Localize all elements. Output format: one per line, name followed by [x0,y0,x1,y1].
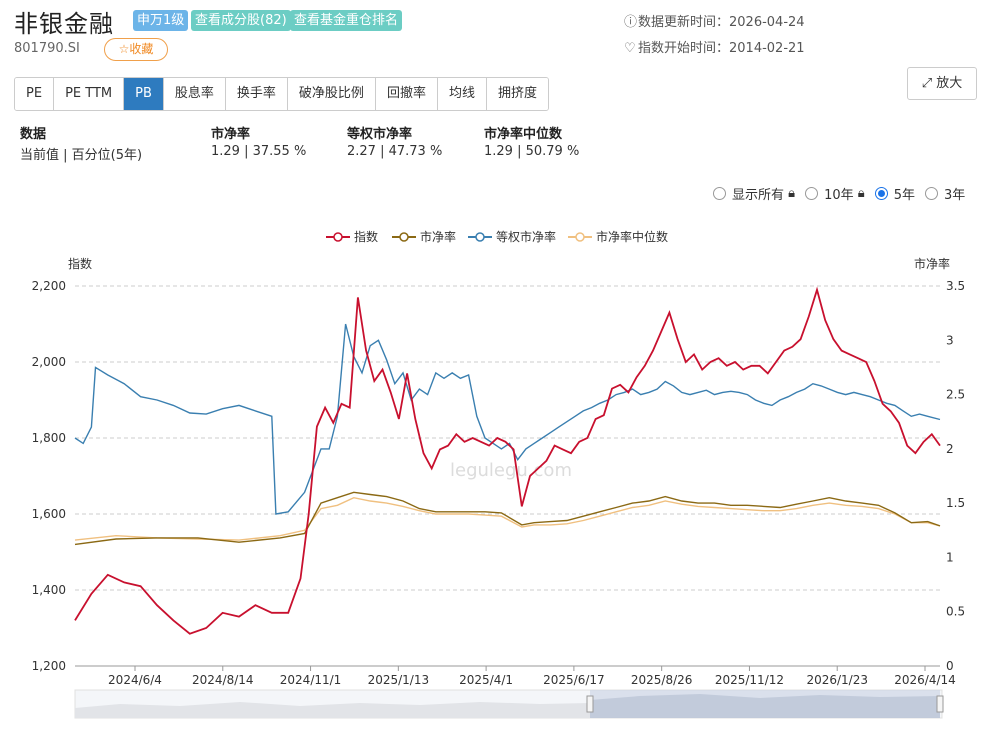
stat-value-pb: 1.29 | 37.55 % [211,144,307,159]
svg-text:等权市净率: 等权市净率 [496,229,556,244]
y-left-tick-label: 1,400 [32,583,66,597]
navigator-left-handle[interactable] [586,695,594,713]
x-tick-label: 2025/4/1 [459,673,513,687]
legend-equal-pb[interactable]: 等权市净率 [468,229,556,244]
start-time-text: 指数开始时间：2014-02-21 [638,41,805,56]
chart-series [74,286,941,635]
funds-link[interactable]: 查看基金重仓排名 [290,10,403,31]
tab-crowding[interactable]: 拥挤度 [486,78,548,110]
x-tick-label: 2024/6/4 [108,673,162,687]
x-tick-label: 2024/8/14 [192,673,254,687]
y-axis-right-ticks: 0 0.5 1 1.5 2 2.5 3 3.5 [946,279,965,673]
index-code: 801790.SI [14,41,80,56]
tab-dividend-yield[interactable]: 股息率 [163,78,226,110]
level-tag[interactable]: 申万1级 [133,10,189,31]
x-tick-label: 2024/11/1 [280,673,342,687]
svg-text:市净率中位数: 市净率中位数 [596,229,668,244]
stat-header-equal-pb: 等权市净率 [347,127,413,142]
legend-median-pb[interactable]: 市净率中位数 [568,229,668,244]
update-time-text: 数据更新时间：2026-04-24 [638,15,805,30]
zoom-label: 放大 [936,76,963,91]
x-tick-label: 2026/1/23 [806,673,868,687]
y-right-tick-label: 0.5 [946,605,965,619]
tab-pe-ttm[interactable]: PE TTM [54,78,125,110]
range-10y[interactable]: 10年 🔒︎ [805,184,865,203]
stat-value-equal-pb: 2.27 | 47.73 % [347,144,443,159]
svg-text:市净率: 市净率 [420,229,456,244]
grid-lines [75,285,940,667]
range-navigator[interactable] [74,689,944,719]
radio-3y[interactable] [924,187,938,200]
metric-tabs: PE PE TTM PB 股息率 换手率 破净股比例 回撤率 均线 拥挤度 [14,77,549,111]
watermark: legulegu.com [450,460,572,481]
favorite-button[interactable]: ☆收藏 [104,38,168,61]
y-right-tick-label: 0 [946,659,954,673]
y-left-tick-label: 1,200 [32,659,66,673]
svg-text:指数: 指数 [354,229,378,244]
series-line-pb [74,491,941,546]
update-time: ⓘ数据更新时间：2026-04-24 [624,11,805,30]
y-axis-right-label: 市净率 [914,256,950,271]
x-tick-label: 2025/11/12 [715,673,784,687]
lock-icon: 🔒︎ [857,186,865,201]
y-left-tick-label: 2,200 [32,279,66,293]
y-left-tick-label: 2,000 [32,355,66,369]
y-left-tick-label: 1,600 [32,507,66,521]
radio-all[interactable] [713,187,726,200]
tab-pe[interactable]: PE [15,78,55,110]
series-line-median-pb [74,496,941,541]
y-axis-left-ticks: 1,200 1,400 1,600 1,800 2,000 2,200 [32,279,66,673]
radio-5y[interactable] [874,187,888,200]
expand-icon: ⤢ [921,76,933,91]
lightbulb-icon: ♡ [624,41,636,56]
range-all[interactable]: 显示所有 🔒︎ [713,184,795,203]
stat-header-data: 数据 [20,127,47,142]
chart-legend[interactable]: 指数 市净率 等权市净率 市净率中位数 [326,229,668,244]
lock-icon: 🔒︎ [788,186,796,201]
page-title: 非银金融 [14,10,114,38]
x-tick-label: 2025/1/13 [368,673,430,687]
zoom-button[interactable]: ⤢ 放大 [907,67,977,100]
y-right-tick-label: 2.5 [946,388,965,402]
series-line-equal-pb [74,323,941,515]
start-time: ♡ 指数开始时间：2014-02-21 [624,37,805,56]
stat-header-pb: 市净率 [211,127,251,142]
y-right-tick-label: 2 [946,442,954,456]
stat-header-median-pb: 市净率中位数 [484,127,563,142]
legend-index[interactable]: 指数 [326,229,378,244]
x-axis-ticks: 2024/6/4 2024/8/14 2024/11/1 2025/1/13 2025/… [108,666,956,687]
y-right-tick-label: 1 [946,550,954,564]
tab-below-book-ratio[interactable]: 破净股比例 [287,78,376,110]
y-axis-left-label: 指数 [68,256,92,271]
x-tick-label: 2026/4/14 [894,673,956,687]
x-tick-label: 2025/6/17 [543,673,605,687]
range-5y[interactable]: 5年 [874,184,915,203]
x-tick-label: 2025/8/26 [631,673,693,687]
range-3y[interactable]: 3年 [924,184,965,203]
y-right-tick-label: 3.5 [946,279,965,293]
stat-value-data: 当前值 | 百分位(5年) [20,148,143,163]
y-right-tick-label: 1.5 [946,496,965,510]
navigator-right-handle[interactable] [936,695,944,713]
components-link[interactable]: 查看成分股(82) [191,10,291,31]
info-icon: ⓘ [624,15,638,30]
radio-10y[interactable] [805,187,819,200]
y-left-tick-label: 1,800 [32,431,66,445]
legend-pb[interactable]: 市净率 [392,229,456,244]
tab-turnover[interactable]: 换手率 [225,78,288,110]
stat-value-median-pb: 1.29 | 50.79 % [484,144,580,159]
pb-chart: 指数 市净率 等权市净率 市净率中位数 指数 市净率 1,200 1,400 1,6… [32,229,965,719]
tab-drawdown[interactable]: 回撤率 [375,78,438,110]
range-selector: 显示所有 🔒︎ 10年 🔒︎ 5年 3年 [713,184,975,203]
series-line-index [74,286,941,635]
tab-moving-average[interactable]: 均线 [437,78,487,110]
y-right-tick-label: 3 [946,333,954,347]
tab-pb[interactable]: PB [124,78,164,110]
